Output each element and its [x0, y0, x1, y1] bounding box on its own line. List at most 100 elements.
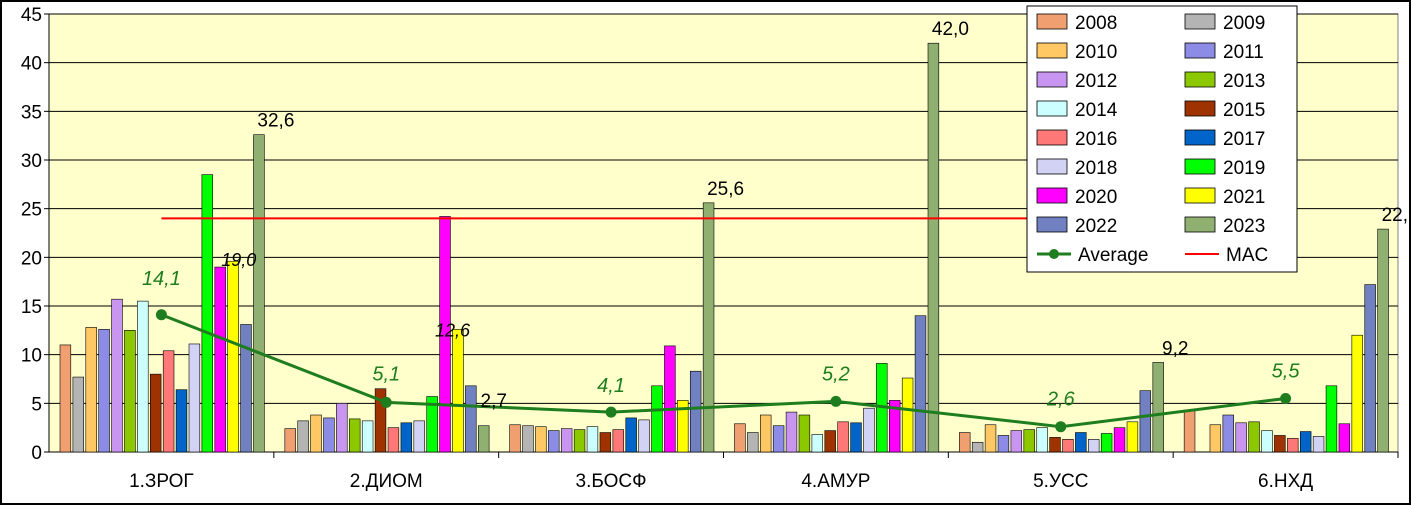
y-tick-label: 5: [31, 394, 42, 415]
bar-2014: [1036, 427, 1048, 453]
data-label-average: 5,5: [1272, 360, 1301, 382]
legend-label: 2014: [1075, 100, 1118, 121]
bar-2021: [227, 260, 239, 453]
bar-2012: [336, 403, 348, 453]
bar-2016: [1287, 438, 1299, 453]
data-label-2023: 22,9: [1382, 205, 1411, 226]
bar-2008: [284, 428, 296, 453]
bar-2023: [702, 202, 715, 453]
bar-2011: [98, 329, 110, 453]
x-tick-label: 5.УСС: [1033, 471, 1088, 492]
bar-2008: [1183, 409, 1196, 453]
x-tick-label: 2.ДИОМ: [350, 471, 423, 492]
bar-2020: [888, 400, 901, 453]
legend-label: 2008: [1075, 13, 1117, 34]
bar-2016: [162, 350, 175, 453]
data-label-average: 5,1: [372, 363, 400, 385]
bar-2008: [959, 432, 971, 453]
legend-swatch: [1036, 158, 1068, 175]
data-label-2023: 32,6: [257, 111, 294, 132]
bar-2010: [759, 414, 772, 453]
bar-2015: [824, 430, 836, 453]
bar-2022: [689, 370, 702, 453]
bar-2014: [1261, 430, 1273, 453]
bar-2020: [1338, 423, 1351, 453]
average-line: [160, 313, 1286, 429]
bar-2021: [1351, 334, 1363, 453]
y-tick-label: 35: [21, 102, 42, 123]
bar-2012: [1010, 430, 1023, 453]
bar-2009: [971, 441, 984, 453]
bar-2009: [522, 425, 534, 453]
bar-2014: [137, 300, 149, 453]
legend-swatch: [1184, 216, 1216, 233]
bar-2013: [798, 414, 811, 453]
bar-2012: [785, 411, 798, 453]
bar-2021: [901, 377, 914, 453]
bar-2011: [1222, 414, 1234, 453]
legend-swatch: [1184, 13, 1216, 30]
data-label-2020: 19,0: [221, 250, 256, 270]
bar-2013: [1248, 421, 1260, 453]
bar-2008: [59, 344, 72, 453]
bar-2013: [573, 429, 586, 453]
legend-label: 2015: [1223, 100, 1265, 121]
bar-2010: [984, 424, 997, 453]
x-tick-label: 3.БОСФ: [576, 471, 647, 492]
data-label-average: 14,1: [142, 268, 181, 290]
legend-label: 2023: [1223, 216, 1265, 237]
bar-2008: [734, 423, 746, 453]
data-label-2023: 42,0: [932, 19, 969, 40]
bar-2022: [1139, 390, 1152, 453]
legend-swatch: [1184, 100, 1216, 117]
bar-2018: [1312, 436, 1325, 453]
bar-2022: [240, 324, 252, 453]
bar-2009: [72, 376, 85, 453]
bar-2014: [361, 420, 374, 453]
legend-swatch: [1036, 71, 1068, 88]
bar-2014: [811, 434, 824, 453]
bar-2009: [297, 420, 309, 453]
bar-2019: [1100, 433, 1113, 453]
average-point: [830, 395, 842, 407]
bar-2010: [85, 327, 97, 453]
bar-2013: [1023, 429, 1035, 453]
bar-2018: [638, 419, 650, 453]
bar-2018: [413, 420, 425, 453]
legend-label: 2009: [1223, 13, 1265, 34]
legend-label: 2019: [1223, 158, 1265, 179]
legend-label: 2020: [1075, 187, 1117, 208]
average-point: [380, 396, 392, 408]
legend-label: 2022: [1075, 216, 1117, 237]
bar-2015: [1049, 437, 1061, 453]
bar-2023: [1377, 228, 1389, 453]
bar-2012: [111, 298, 123, 453]
legend-swatch: [1184, 187, 1216, 204]
bar-2021: [1126, 421, 1139, 453]
bar-2023: [1152, 362, 1164, 453]
bar-2016: [387, 427, 400, 453]
average-point: [605, 406, 617, 418]
bar-2022: [1364, 284, 1376, 453]
bar-2023: [478, 425, 490, 453]
bar-2016: [612, 429, 624, 453]
bar-2008: [509, 424, 521, 453]
average-point: [1280, 392, 1292, 404]
average-point: [155, 309, 167, 321]
bar-2023: [253, 134, 265, 453]
legend-swatch: [1036, 129, 1068, 146]
x-tick-label: 4.АМУР: [801, 471, 870, 492]
bar-2011: [772, 425, 785, 453]
data-label-2023: 2,7: [481, 391, 507, 412]
bar-2016: [837, 421, 849, 453]
bar-2019: [201, 174, 213, 453]
bar-2015: [599, 432, 612, 453]
legend-swatch: [1036, 187, 1068, 204]
legend-label: 2013: [1223, 71, 1265, 92]
bar-2011: [323, 417, 335, 453]
bar-2014: [586, 426, 599, 453]
bar-2018: [188, 343, 201, 453]
bar-2010: [310, 414, 322, 453]
